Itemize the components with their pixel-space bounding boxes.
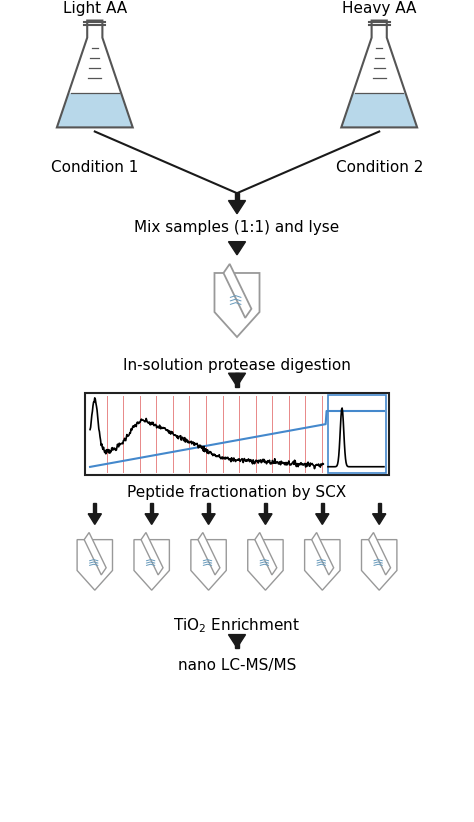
- Bar: [235, 193, 239, 201]
- PathPatch shape: [362, 539, 397, 590]
- Polygon shape: [228, 242, 246, 255]
- Bar: [235, 635, 239, 648]
- PathPatch shape: [84, 533, 106, 575]
- Polygon shape: [202, 514, 215, 524]
- Bar: [328, 395, 386, 473]
- Bar: [378, 503, 381, 514]
- PathPatch shape: [134, 539, 169, 590]
- PathPatch shape: [369, 533, 391, 575]
- Polygon shape: [228, 201, 246, 214]
- Bar: [85, 393, 389, 475]
- Polygon shape: [228, 635, 246, 648]
- Polygon shape: [145, 514, 158, 524]
- Bar: [93, 503, 96, 514]
- PathPatch shape: [198, 533, 220, 575]
- Text: Heavy AA: Heavy AA: [342, 2, 416, 16]
- PathPatch shape: [305, 539, 340, 590]
- PathPatch shape: [255, 533, 277, 575]
- PathPatch shape: [312, 533, 334, 575]
- PathPatch shape: [191, 539, 226, 590]
- PathPatch shape: [305, 557, 340, 590]
- Bar: [207, 503, 210, 514]
- Bar: [235, 373, 239, 387]
- Bar: [321, 503, 324, 514]
- Polygon shape: [316, 514, 329, 524]
- PathPatch shape: [141, 533, 163, 575]
- PathPatch shape: [134, 557, 169, 590]
- PathPatch shape: [224, 264, 251, 318]
- Text: Light AA: Light AA: [63, 2, 127, 16]
- PathPatch shape: [77, 539, 112, 590]
- Polygon shape: [259, 514, 272, 524]
- Bar: [264, 503, 267, 514]
- Polygon shape: [373, 514, 386, 524]
- PathPatch shape: [77, 557, 112, 590]
- Bar: [235, 242, 239, 250]
- Text: Peptide fractionation by SCX: Peptide fractionation by SCX: [128, 485, 346, 500]
- Text: Condition 2: Condition 2: [336, 160, 423, 175]
- PathPatch shape: [191, 557, 226, 590]
- PathPatch shape: [248, 539, 283, 590]
- Text: Condition 1: Condition 1: [51, 160, 138, 175]
- Polygon shape: [228, 373, 246, 386]
- PathPatch shape: [341, 94, 417, 127]
- PathPatch shape: [362, 557, 397, 590]
- Polygon shape: [88, 514, 101, 524]
- PathPatch shape: [248, 557, 283, 590]
- PathPatch shape: [214, 273, 259, 337]
- Bar: [150, 503, 153, 514]
- PathPatch shape: [57, 94, 133, 127]
- Text: TiO$_2$ Enrichment: TiO$_2$ Enrichment: [173, 616, 301, 635]
- Text: nano LC-MS/MS: nano LC-MS/MS: [178, 658, 296, 672]
- PathPatch shape: [214, 293, 259, 337]
- Text: Mix samples (1:1) and lyse: Mix samples (1:1) and lyse: [134, 220, 340, 235]
- Text: In-solution protease digestion: In-solution protease digestion: [123, 358, 351, 372]
